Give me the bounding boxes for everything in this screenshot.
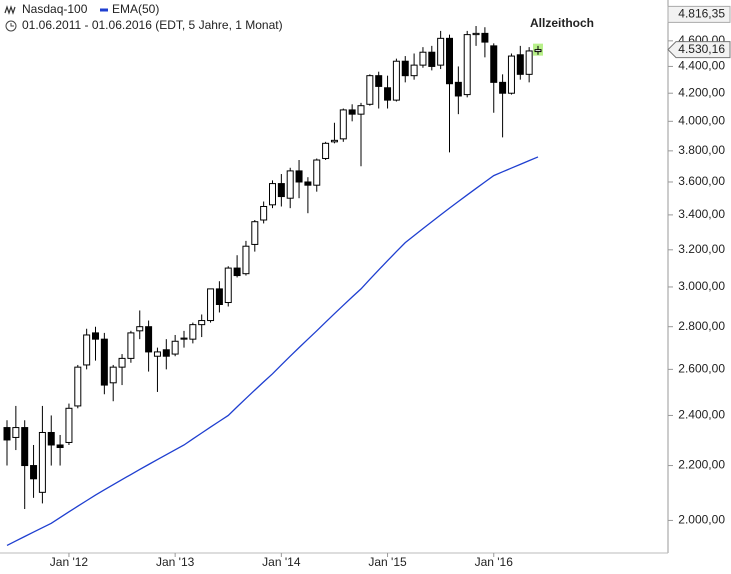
- candle-body: [472, 32, 480, 36]
- candle-body: [224, 267, 232, 304]
- candle-body: [136, 326, 144, 332]
- candle-body: [127, 332, 135, 359]
- candle-body: [242, 245, 250, 275]
- candle-body: [56, 444, 64, 449]
- candle-body: [357, 105, 365, 115]
- candle-body: [145, 326, 153, 353]
- candle-body: [207, 288, 215, 322]
- annotation: Allzeithoch: [530, 16, 594, 30]
- candle-body: [419, 51, 427, 66]
- candle-body: [330, 139, 338, 143]
- y-tick-label: 3.000,00: [678, 279, 725, 293]
- candle-body: [428, 51, 436, 67]
- candle-body: [189, 324, 197, 340]
- candle-body: [375, 75, 383, 87]
- candle-body: [3, 427, 11, 441]
- candle-body: [384, 87, 392, 101]
- y-tick-label: 3.400,00: [678, 207, 725, 221]
- clock-icon: [5, 20, 17, 32]
- y-tick-label: 3.200,00: [678, 242, 725, 256]
- candle-body: [47, 431, 55, 446]
- candle-body: [233, 267, 241, 277]
- price-box: [667, 5, 731, 23]
- candle-body: [507, 55, 515, 94]
- candle-body: [162, 349, 170, 357]
- candle-body: [534, 49, 542, 53]
- legend-icon: [4, 5, 16, 15]
- candle-body: [100, 338, 108, 386]
- candle-body: [295, 170, 303, 183]
- candle-body: [410, 64, 418, 77]
- ema-line: [6, 156, 539, 547]
- x-tick-label: Jan '12: [50, 555, 89, 569]
- candle-body: [454, 81, 462, 97]
- x-tick-label: Jan '13: [156, 555, 195, 569]
- x-tick-label: Jan '16: [475, 555, 514, 569]
- y-tick-label: 4.200,00: [678, 85, 725, 99]
- legend-label: EMA(50): [112, 2, 159, 16]
- price-box: [667, 41, 731, 59]
- candle-body: [198, 320, 206, 326]
- y-tick-label: 3.800,00: [678, 143, 725, 157]
- candle-body: [463, 34, 471, 96]
- candle-body: [74, 366, 82, 407]
- candle-body: [153, 351, 161, 357]
- candle-body: [401, 60, 409, 77]
- candle-body: [21, 427, 29, 467]
- candle-body: [446, 37, 453, 85]
- candle-body: [339, 109, 347, 140]
- y-tick-label: 2.800,00: [678, 319, 725, 333]
- candle-body: [180, 337, 188, 340]
- legend-label: Nasdaq-100: [22, 2, 88, 16]
- y-tick-label: 2.200,00: [678, 458, 725, 472]
- y-tick-label: 2.000,00: [678, 513, 725, 527]
- candle-body: [348, 109, 356, 115]
- y-tick-label: 2.600,00: [678, 362, 725, 376]
- y-tick-label: 4.000,00: [678, 113, 725, 127]
- candle-body: [490, 45, 498, 83]
- candle-body: [392, 60, 400, 101]
- candle-body: [366, 75, 374, 105]
- candle-body: [215, 288, 223, 306]
- candle-body: [83, 334, 91, 366]
- y-tick-label: 2.400,00: [678, 408, 725, 422]
- candle-body: [171, 340, 179, 355]
- candle-body: [260, 205, 268, 221]
- candle-body: [251, 221, 259, 245]
- clock-icon: [10, 23, 14, 27]
- candle-body: [313, 159, 321, 186]
- x-tick-label: Jan '15: [368, 555, 407, 569]
- y-tick-label: 4.400,00: [678, 59, 725, 73]
- price-label: 4.816,35: [678, 7, 725, 21]
- candle-body: [286, 170, 294, 199]
- candle-body: [525, 50, 533, 75]
- candle-body: [277, 183, 285, 198]
- candle-body: [65, 407, 73, 443]
- candle-body: [38, 431, 46, 493]
- candle-body: [269, 183, 276, 206]
- candle-body: [118, 357, 126, 368]
- candle-body: [499, 81, 507, 94]
- price-label: 4.530,16: [678, 42, 725, 56]
- candle-body: [304, 181, 312, 186]
- candle-body: [322, 142, 330, 159]
- candle-body: [12, 427, 20, 438]
- candle-body: [109, 366, 117, 384]
- x-tick-label: Jan '14: [262, 555, 301, 569]
- candle-body: [437, 37, 445, 66]
- y-tick-label: 3.600,00: [678, 174, 725, 188]
- subtitle: 01.06.2011 - 01.06.2016 (EDT, 5 Jahre, 1…: [22, 18, 283, 32]
- candle-body: [516, 54, 524, 75]
- candle-body: [92, 332, 99, 340]
- candle-body: [30, 465, 38, 480]
- candle-body: [481, 32, 489, 43]
